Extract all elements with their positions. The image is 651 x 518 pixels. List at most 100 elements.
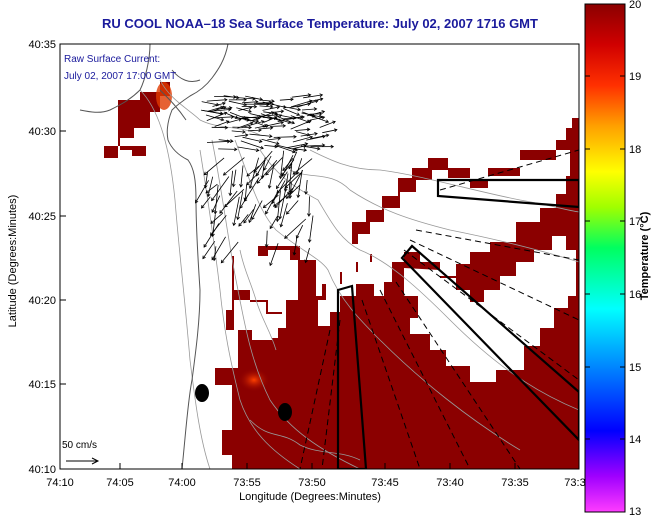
- current-vector: [290, 115, 310, 123]
- current-vector: [226, 113, 238, 119]
- current-vector: [286, 143, 308, 149]
- current-vector: [265, 191, 279, 215]
- current-vector-head: [291, 120, 296, 125]
- current-vector: [306, 144, 325, 147]
- current-vector-head: [242, 129, 246, 134]
- current-vector-head: [304, 191, 308, 195]
- current-vector-head: [319, 97, 324, 102]
- current-vector: [220, 241, 239, 264]
- current-vector-head: [269, 262, 273, 267]
- current-vector-head: [260, 175, 265, 180]
- current-vector: [290, 169, 304, 193]
- y-tick-labels: 40:35 40:30 40:25 40:20 40:15 40:10: [28, 39, 56, 476]
- current-vector: [240, 165, 244, 187]
- y-tick-label: 40:10: [28, 464, 56, 476]
- current-vector: [284, 172, 302, 189]
- current-vector: [195, 180, 209, 204]
- current-vector: [280, 150, 285, 179]
- current-vector-head: [301, 115, 305, 120]
- current-vector: [211, 176, 230, 201]
- colorbar-tick-label: 17: [629, 216, 641, 228]
- current-vector: [286, 185, 300, 199]
- current-vector-head: [296, 194, 301, 199]
- current-vector-head: [278, 215, 283, 220]
- current-vector: [269, 215, 278, 229]
- colorbar-tick-label: 13: [629, 506, 641, 518]
- x-tick-label: 73:55: [233, 477, 261, 489]
- current-vector-head: [308, 99, 313, 104]
- current-vector-head: [307, 213, 311, 217]
- current-vector: [281, 155, 294, 177]
- current-vector: [212, 106, 226, 112]
- current-vector-head: [273, 116, 278, 120]
- current-vector: [319, 121, 336, 128]
- current-vector-head: [224, 203, 228, 208]
- current-vector-head: [258, 139, 263, 143]
- colorbar-tick-label: 18: [629, 144, 641, 156]
- current-vector-head: [293, 134, 297, 139]
- current-vector: [241, 120, 265, 128]
- current-vector-head: [267, 185, 272, 189]
- current-vector-head: [303, 148, 308, 152]
- current-vector-head: [229, 106, 233, 110]
- current-vector-head: [333, 128, 338, 133]
- current-vector: [244, 177, 260, 202]
- current-vector-head: [269, 126, 274, 130]
- sst-warm-core: [156, 82, 172, 110]
- current-vector-head: [203, 244, 207, 248]
- current-vector: [309, 116, 325, 121]
- current-vector: [248, 204, 257, 223]
- current-vector-head: [224, 97, 228, 102]
- current-vector-head: [263, 123, 268, 128]
- current-vector: [204, 171, 208, 188]
- current-vector: [282, 106, 301, 111]
- current-vector-head: [271, 200, 276, 204]
- map-frame: [59, 43, 580, 470]
- current-vector-head: [255, 119, 260, 123]
- current-vector-head: [243, 97, 247, 102]
- current-vector: [301, 108, 317, 111]
- current-vector-head: [239, 184, 243, 188]
- current-vector: [263, 155, 272, 171]
- current-vector: [201, 101, 219, 106]
- current-vector: [234, 134, 248, 137]
- current-vector: [309, 215, 314, 243]
- current-vector-head: [319, 114, 323, 119]
- current-vector: [276, 171, 288, 189]
- x-tick-labels: 74:10 74:05 74:00 73:55 73:50 73:45 73:4…: [46, 477, 585, 489]
- current-vector-head: [264, 244, 269, 248]
- current-vector-head: [307, 102, 312, 107]
- current-vector: [214, 120, 230, 127]
- current-vector: [260, 99, 275, 102]
- current-vector-head: [203, 184, 208, 189]
- current-vector: [293, 236, 298, 255]
- current-vector-head: [304, 259, 308, 264]
- map-title: RU COOL NOAA–18 Sea Surface Temperature:…: [102, 16, 538, 31]
- current-vector-head: [231, 183, 236, 188]
- current-vector: [237, 97, 256, 100]
- current-vector: [271, 180, 286, 204]
- current-vector-head: [278, 175, 283, 180]
- current-vector-head: [269, 225, 273, 230]
- current-vector-head: [276, 189, 281, 194]
- current-vector-head: [287, 191, 291, 196]
- current-vector: [210, 212, 224, 224]
- current-vector: [238, 107, 252, 111]
- colorbar-ticks: [585, 75, 625, 440]
- colorbar-tick-label: 20: [629, 0, 641, 11]
- current-vector-head: [222, 105, 227, 110]
- current-vector: [265, 157, 283, 176]
- current-vector: [237, 191, 244, 220]
- current-vector-head: [252, 96, 256, 101]
- x-tick-label: 73:40: [436, 477, 464, 489]
- current-vector-head: [210, 220, 214, 224]
- current-vector-head: [265, 124, 270, 128]
- sst-warm-spot: [238, 368, 270, 392]
- x-tick-label: 74:05: [106, 477, 134, 489]
- current-vector-head: [275, 141, 280, 146]
- current-vector-head: [306, 119, 311, 124]
- current-vector: [246, 165, 260, 177]
- current-vector: [251, 200, 263, 220]
- current-vector-head: [266, 102, 270, 107]
